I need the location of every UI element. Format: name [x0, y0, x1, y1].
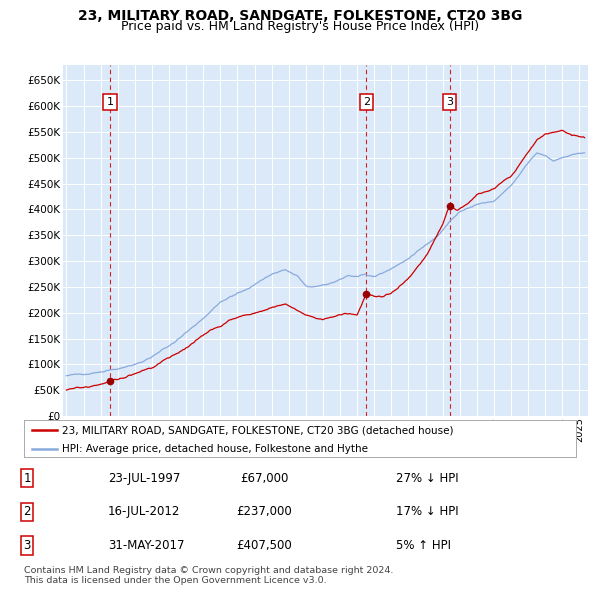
- Text: Price paid vs. HM Land Registry's House Price Index (HPI): Price paid vs. HM Land Registry's House …: [121, 20, 479, 33]
- Text: 23, MILITARY ROAD, SANDGATE, FOLKESTONE, CT20 3BG (detached house): 23, MILITARY ROAD, SANDGATE, FOLKESTONE,…: [62, 425, 453, 435]
- Text: 2: 2: [23, 505, 31, 519]
- Text: 5% ↑ HPI: 5% ↑ HPI: [396, 539, 451, 552]
- Text: 17% ↓ HPI: 17% ↓ HPI: [396, 505, 458, 519]
- Text: 23, MILITARY ROAD, SANDGATE, FOLKESTONE, CT20 3BG: 23, MILITARY ROAD, SANDGATE, FOLKESTONE,…: [78, 9, 522, 24]
- Text: HPI: Average price, detached house, Folkestone and Hythe: HPI: Average price, detached house, Folk…: [62, 444, 368, 454]
- Text: 16-JUL-2012: 16-JUL-2012: [108, 505, 181, 519]
- Text: 1: 1: [23, 471, 31, 485]
- Text: 3: 3: [23, 539, 31, 552]
- Text: £407,500: £407,500: [236, 539, 292, 552]
- Text: 1: 1: [107, 97, 113, 107]
- Text: 23-JUL-1997: 23-JUL-1997: [108, 471, 181, 485]
- Text: 27% ↓ HPI: 27% ↓ HPI: [396, 471, 458, 485]
- Text: 2: 2: [363, 97, 370, 107]
- Text: Contains HM Land Registry data © Crown copyright and database right 2024.
This d: Contains HM Land Registry data © Crown c…: [24, 566, 394, 585]
- Text: 3: 3: [446, 97, 453, 107]
- Text: £67,000: £67,000: [240, 471, 288, 485]
- Text: 31-MAY-2017: 31-MAY-2017: [108, 539, 185, 552]
- Text: £237,000: £237,000: [236, 505, 292, 519]
